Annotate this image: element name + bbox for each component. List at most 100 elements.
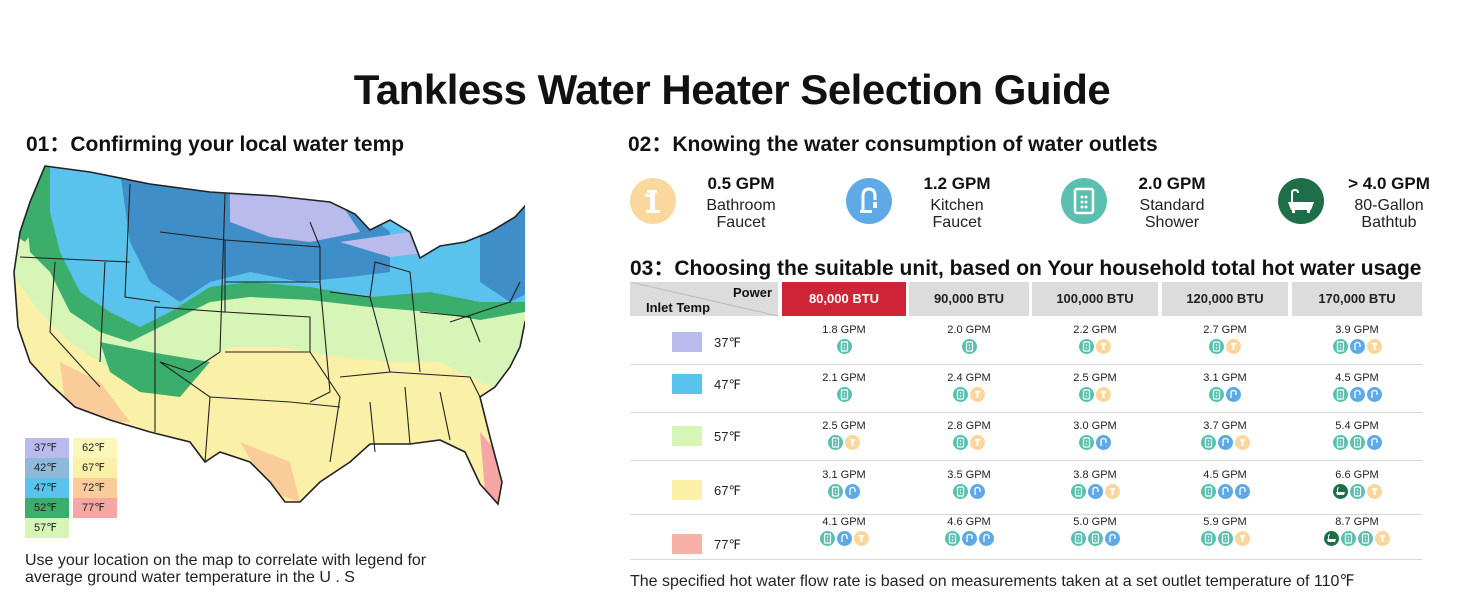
outlet-icons xyxy=(1162,531,1288,547)
shower-icon xyxy=(1087,531,1103,546)
shower-icon xyxy=(836,387,852,402)
outlet-icons xyxy=(1292,339,1422,355)
shower-icon xyxy=(1200,484,1216,499)
legend-swatch: 67℉ xyxy=(73,458,117,478)
flow-rate: 3.7 GPM xyxy=(1203,420,1247,432)
table-cell: 3.5 GPM xyxy=(909,469,1029,509)
shower-icon xyxy=(953,387,968,402)
outlet-label-line-2: Shower xyxy=(1144,214,1200,231)
table-cell: 2.5 GPM xyxy=(782,420,906,460)
bathroom-faucet-icon xyxy=(1234,435,1250,450)
outlet-gpm: 1.2 GPM xyxy=(923,174,991,193)
flow-rate: 6.6 GPM xyxy=(1335,469,1379,481)
column-header: 170,000 BTU xyxy=(1292,282,1422,316)
table-cell: 5.0 GPM xyxy=(1032,516,1158,556)
legend-swatch: 42℉ xyxy=(25,458,69,478)
outlet-bathtub: > 4.0 GPM 80-Gallon Bathtub xyxy=(1278,172,1448,234)
bathtub-icon xyxy=(1324,531,1339,546)
outlet-icons xyxy=(782,531,906,547)
shower-icon xyxy=(1200,531,1216,546)
temp-swatch xyxy=(672,374,702,394)
legend-swatch: 52℉ xyxy=(25,498,69,518)
kitchen-faucet-icon xyxy=(1349,387,1365,402)
kitchen-faucet-icon xyxy=(1366,387,1382,402)
table-cell: 3.1 GPM xyxy=(1162,372,1288,412)
flow-rate: 2.4 GPM xyxy=(947,372,991,384)
flow-rate: 4.5 GPM xyxy=(1335,372,1379,384)
flow-rate: 2.5 GPM xyxy=(1073,372,1117,384)
outlet-gpm: 2.0 GPM xyxy=(1138,174,1206,193)
shower-icon xyxy=(1332,339,1348,354)
outlet-label: Kitchen Faucet xyxy=(898,197,1016,231)
kitchen-faucet-icon xyxy=(845,484,860,499)
bathtub-icon xyxy=(1278,178,1324,224)
legend-swatch: 62℉ xyxy=(73,438,117,458)
shower-icon xyxy=(1061,178,1107,224)
outlet-gpm: 0.5 GPM xyxy=(707,174,775,193)
flow-rate: 3.8 GPM xyxy=(1073,469,1117,481)
flow-rate: 8.7 GPM xyxy=(1335,516,1379,528)
flow-rate: 3.5 GPM xyxy=(947,469,991,481)
legend-swatch: 47℉ xyxy=(25,478,69,498)
unit-selection-table: Power Inlet Temp 80,000 BTU 90,000 BTU 100… xyxy=(630,282,1422,560)
row-divider xyxy=(630,559,1422,560)
shower-icon xyxy=(953,484,968,499)
shower-icon xyxy=(1341,531,1356,546)
column-header: 90,000 BTU xyxy=(909,282,1029,316)
shower-icon xyxy=(836,339,852,354)
table-cell: 2.7 GPM xyxy=(1162,324,1288,364)
bathtub-icon xyxy=(1332,484,1348,499)
table-cell: 6.6 GPM xyxy=(1292,469,1422,509)
outlet-icons xyxy=(909,531,1029,547)
shower-icon xyxy=(1217,531,1233,546)
map-note-line-1: Use your location on the map to correlat… xyxy=(25,552,427,569)
kitchen-faucet-icon xyxy=(1096,435,1111,450)
header-inlet-temp-label: Inlet Temp xyxy=(646,300,711,315)
shower-icon xyxy=(1079,387,1094,402)
row-divider xyxy=(630,364,1422,365)
table-cell: 8.7 GPM xyxy=(1292,516,1422,556)
outlet-icons xyxy=(1032,531,1158,547)
shower-icon xyxy=(828,435,843,450)
flow-rate: 1.8 GPM xyxy=(822,324,866,336)
table-cell: 2.1 GPM xyxy=(782,372,906,412)
bathroom-faucet-icon xyxy=(970,387,985,402)
table-cell: 3.1 GPM xyxy=(782,469,906,509)
shower-icon xyxy=(1079,339,1094,354)
kitchen-faucet-icon xyxy=(1226,387,1241,402)
shower-icon xyxy=(819,531,835,546)
outlet-icons xyxy=(782,435,906,451)
table-cell: 4.1 GPM xyxy=(782,516,906,556)
outlet-icons xyxy=(909,435,1029,451)
kitchen-faucet-icon xyxy=(1366,435,1382,450)
outlet-icons xyxy=(909,387,1029,403)
table-cell: 2.0 GPM xyxy=(909,324,1029,364)
shower-icon xyxy=(1070,531,1086,546)
table-header-corner: Power Inlet Temp xyxy=(630,282,778,316)
outlet-label-line-1: Bathroom xyxy=(706,197,776,214)
row-divider xyxy=(630,514,1422,515)
outlet-icons xyxy=(909,339,1029,355)
shower-icon xyxy=(1349,484,1365,499)
temp-swatch xyxy=(672,332,702,352)
table-cell: 5.9 GPM xyxy=(1162,516,1288,556)
flow-rate: 3.1 GPM xyxy=(822,469,866,481)
header-power-label: Power xyxy=(732,285,772,300)
kitchen-faucet-icon xyxy=(1087,484,1103,499)
flow-rate: 4.1 GPM xyxy=(822,516,866,528)
shower-icon xyxy=(1209,339,1224,354)
column-header: 80,000 BTU xyxy=(782,282,906,316)
flow-rate: 3.0 GPM xyxy=(1073,420,1117,432)
shower-icon xyxy=(1358,531,1373,546)
table-cell: 4.6 GPM xyxy=(909,516,1029,556)
outlet-icons xyxy=(1162,484,1288,500)
flow-rate: 5.0 GPM xyxy=(1073,516,1117,528)
bathroom-faucet-icon xyxy=(1366,484,1382,499)
table-cell: 3.0 GPM xyxy=(1032,420,1158,460)
table-cell: 2.2 GPM xyxy=(1032,324,1158,364)
outlet-icons xyxy=(1292,387,1422,403)
kitchen-faucet-icon xyxy=(961,531,977,546)
outlet-icons xyxy=(1032,435,1158,451)
table-cell: 1.8 GPM xyxy=(782,324,906,364)
flow-rate: 2.8 GPM xyxy=(947,420,991,432)
